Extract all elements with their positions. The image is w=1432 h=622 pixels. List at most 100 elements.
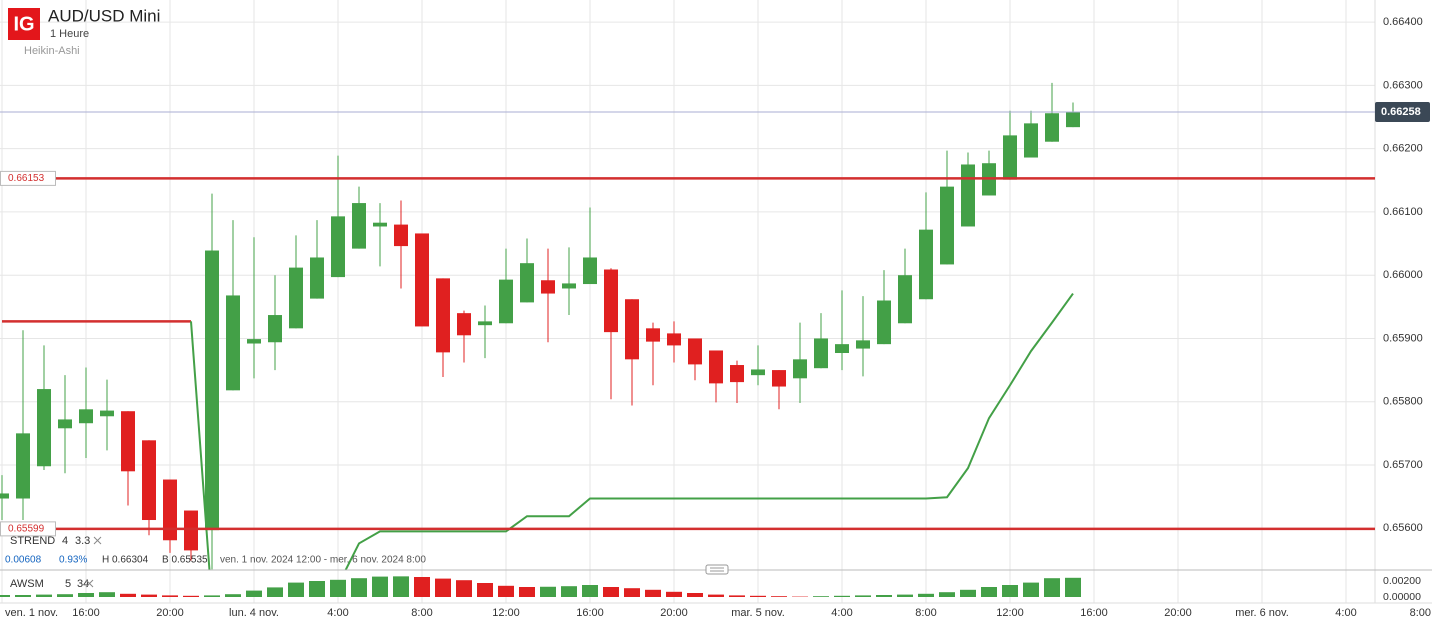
y-tick-label: 0.65700 [1383,459,1423,471]
close-icon[interactable] [85,579,94,588]
candle-body [331,216,345,278]
candle-body [478,321,492,326]
candle-body [667,333,681,346]
candle-body [226,295,240,391]
awsm-bar [918,593,934,597]
candle-body [940,186,954,265]
candle-body [58,419,72,429]
y-tick-label: 0.65600 [1383,522,1423,534]
awsm-bar [855,595,871,597]
awsm-bar [120,593,136,597]
awsm-bar [477,583,493,597]
awsm-bar [708,594,724,597]
candle-body [79,409,93,424]
x-tick-label: 16:00 [1080,607,1108,619]
chart-title: AUD/USD Mini [48,6,160,25]
close-button[interactable] [93,536,102,545]
awsm-bar [666,591,682,597]
candle-body [0,493,9,499]
awsm-bar [939,592,955,597]
overlays: 0.66153 0.65599 0.66258 [0,101,1430,537]
awsm-bar [645,589,661,597]
level-label: 0.66153 [8,173,45,184]
last-price-box [1375,101,1430,122]
awsm-bar [204,595,220,597]
level-label-box [0,170,56,186]
awsm-bar [351,578,367,597]
awsm-bar [519,587,535,597]
close-button[interactable] [85,579,94,588]
candle-body [16,433,30,499]
awsm-bar [435,578,451,597]
x-tick-label: mar. 5 nov. [731,607,785,619]
candle-body [877,300,891,345]
candle-body [268,315,282,343]
awsm-bar [750,595,766,597]
close-icon[interactable] [93,536,102,545]
y-tick-label: 0.00200 [1383,575,1421,587]
y-tick-label: 0.65900 [1383,332,1423,344]
supertrend-line [190,292,1074,570]
y-tick-label: 0.65800 [1383,396,1423,408]
awsm-bar [246,590,262,597]
candle-body [163,479,177,541]
awsm-bar [876,595,892,597]
resize-handle[interactable] [705,564,729,575]
awsm-bar [603,587,619,597]
indicator-param: 34 [77,578,89,590]
awsm-bar [981,587,997,597]
info-low: B 0.65535 [162,555,208,566]
awsm-bar [36,594,52,597]
awsm-bar [225,594,241,597]
awsm-bar [540,586,556,597]
awsm-panel [0,576,1081,597]
chart-style: Heikin-Ashi [24,45,80,57]
x-tick-label: lun. 4 nov. [229,607,279,619]
info-change: 0.00608 [5,555,42,566]
x-tick-label: 4:00 [327,607,348,619]
logo-text: IG [13,13,34,35]
y-tick-label: 0.00000 [1383,591,1421,603]
y-tick-label: 0.66200 [1383,143,1423,155]
indicator-name: STREND [10,535,55,547]
x-tick-label: 20:00 [1164,607,1192,619]
awsm-bar [1065,577,1081,597]
indicator-param: 5 [65,578,71,590]
logo [8,8,40,40]
handle[interactable] [705,564,729,575]
awsm-bar [15,595,31,597]
awsm-bar [1023,582,1039,597]
awsm-bar [288,582,304,597]
awsm-bar [1002,585,1018,597]
candle-body [835,344,849,354]
candle-body [499,279,513,324]
awsm-bar [162,595,178,597]
candle-body [898,275,912,324]
candle-body [751,369,765,376]
y-tick-label: 0.66300 [1383,79,1423,91]
candle-body [772,370,786,387]
candle-body [730,365,744,383]
info-change-pct: 0.93% [59,555,87,566]
candle-body [1003,135,1017,180]
awsm-bar [1044,578,1060,597]
candle-body [142,440,156,521]
candle-body [289,267,303,329]
awsm-bar [561,586,577,597]
awsm-bar [183,595,199,597]
awsm-bar [729,595,745,597]
x-tick-label: 12:00 [996,607,1024,619]
candle-body [394,224,408,247]
awsm-bar [960,589,976,597]
awsm-bar [99,592,115,597]
x-tick-label: 4:00 [831,607,852,619]
candle-body [121,411,135,472]
candle-body [520,263,534,303]
candle-body [310,257,324,299]
last-price-label: 0.66258 [1381,106,1421,118]
x-tick-label: 20:00 [156,607,184,619]
x-tick-label: 20:00 [660,607,688,619]
awsm-bar [141,594,157,597]
candle-body [415,233,429,327]
candle-body [352,203,366,249]
